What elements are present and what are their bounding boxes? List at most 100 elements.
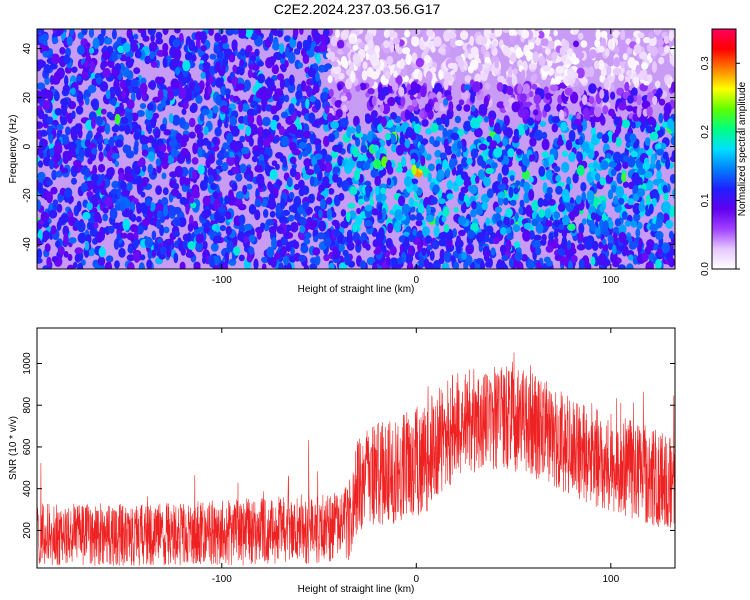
heatmap-cell [476,207,483,216]
heatmap-cell [163,226,170,234]
heatmap-cell [373,249,381,255]
heatmap-cell [56,203,63,213]
heatmap-cell [324,104,330,115]
heatmap-cell [185,250,195,259]
heatmap-cell [209,53,217,60]
heatmap-cell [536,261,542,269]
heatmap-cell [253,258,259,269]
heatmap-cell [597,59,605,71]
heatmap-cell [626,263,634,269]
heatmap-cell [155,31,163,40]
heatmap-cell [612,261,620,268]
heatmap-cell [39,87,49,100]
heatmap-cell [576,243,586,251]
heatmap-cell [672,188,675,200]
heatmap-cell [91,147,98,155]
heatmap-cell [632,254,638,265]
heatmap-cell [202,61,211,70]
heatmap-cell [545,260,553,267]
heatmap-cell [162,29,169,36]
heatmap-cell [289,167,297,178]
heatmap-cell [148,41,158,52]
heatmap-cell [397,195,406,207]
heatmap-cell [91,173,99,182]
heatmap-cell [509,175,515,182]
heatmap-cell [147,29,153,35]
heatmap-cell [404,175,412,187]
heatmap-cell [280,245,287,257]
heatmap-cell [594,60,600,70]
heatmap-cell [353,169,361,181]
heatmap-cell [317,64,326,73]
heatmap-cell [171,189,180,197]
heatmap-cell [241,103,250,112]
heatmap-cell [145,108,154,121]
heatmap-cell [113,134,119,142]
heatmap-cell [503,115,510,126]
heatmap-cell [620,44,628,54]
heatmap-cell [293,196,302,208]
heatmap-cell [479,260,485,269]
heatmap-cell [655,231,664,240]
heatmap-cell [645,261,654,269]
heatmap-cell [184,177,191,186]
heatmap-cell [226,132,234,143]
heatmap-cell [280,237,288,246]
heatmap-cell [226,155,236,167]
heatmap-cell [192,142,198,155]
heatmap-cell [573,40,579,48]
heatmap-cell [580,182,587,192]
heatmap-cell [613,116,620,126]
heatmap-cell [122,42,131,53]
heatmap-cell [668,30,674,42]
heatmap-cell [527,117,535,126]
heatmap-cell [562,215,570,226]
heatmap-cell [139,134,147,145]
heatmap-cell [222,262,228,269]
heatmap-cell [591,240,599,251]
heatmap-cell [304,41,309,51]
heatmap-cell [140,203,149,215]
heatmap-cell [224,251,229,264]
heatmap-cell [551,123,558,133]
heatmap-cell [501,138,508,147]
heatmap-cell [314,153,323,160]
heatmap-cell [104,196,113,208]
heatmap-cell [555,174,562,183]
heatmap-cell [361,70,368,81]
heatmap-cell [612,67,622,76]
heatmap-cell [509,199,517,206]
heatmap-cell [465,243,474,255]
heatmap-cell [457,59,465,68]
heatmap-cell [225,211,232,220]
heatmap-cell [178,217,186,228]
heatmap-cell [162,154,169,164]
heatmap-y-tick-label: 0 [22,143,33,149]
heatmap-cell [371,110,378,119]
heatmap-cell [441,262,450,269]
heatmap-cell [452,185,459,192]
heatmap-cell [594,172,601,182]
snr-x-tick-label: 0 [414,574,420,585]
heatmap-cell [46,256,52,268]
heatmap-cell [555,185,563,195]
heatmap-cell [641,62,649,70]
heatmap-cell [55,170,63,178]
heatmap-cell [102,207,109,214]
heatmap-cell [367,133,373,143]
heatmap-cell [554,237,559,245]
heatmap-cell [254,164,263,173]
heatmap-cell [105,255,114,263]
heatmap-cell [418,256,425,269]
heatmap-cell [501,164,509,176]
heatmap-cell [539,120,547,127]
heatmap-cell [582,119,588,131]
heatmap-cell [265,218,274,226]
heatmap-cell [449,38,458,48]
heatmap-cell [460,30,469,41]
heatmap-cell [37,121,44,129]
heatmap-cell [71,177,77,185]
heatmap-cell [289,156,297,165]
heatmap-cell [133,251,140,263]
heatmap-cell [229,116,238,127]
